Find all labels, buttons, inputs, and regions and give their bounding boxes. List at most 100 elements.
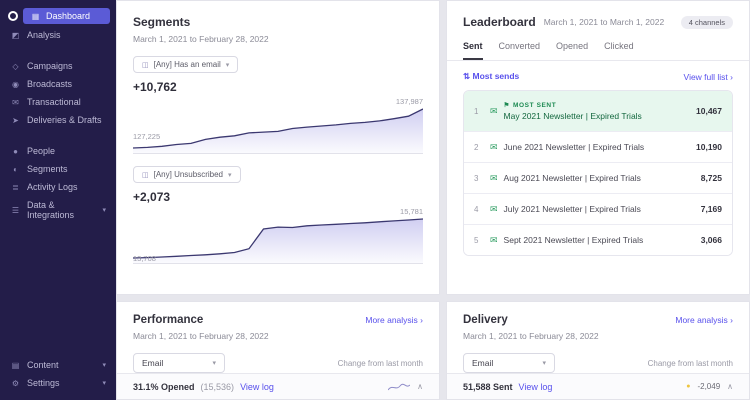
sidebar-item-label: Data & Integrations — [27, 200, 75, 220]
leaderboard-row[interactable]: 5 ✉ Sept 2021 Newsletter | Expired Trial… — [464, 224, 732, 255]
chart-end-value-label: 15,781 — [400, 207, 423, 216]
delivery-date-range: March 1, 2021 to February 28, 2022 — [463, 331, 599, 341]
performance-title: Performance — [133, 314, 204, 326]
sent-count: 8,725 — [700, 173, 722, 183]
change-from-last-month-label: Change from last month — [337, 358, 423, 368]
segment-icon: ◫ — [142, 61, 149, 69]
leaderboard-row[interactable]: 2 ✉ June 2021 Newsletter | Expired Trial… — [464, 131, 732, 162]
person-icon: ● — [13, 146, 18, 156]
sidebar-item-deliveries-drafts[interactable]: ➤ Deliveries & Drafts — [0, 111, 116, 129]
sidebar-spacer — [0, 224, 116, 356]
content-icon: ▤ — [11, 360, 20, 370]
broadcasts-icon: ◉ — [12, 79, 19, 89]
dashboard-icon: ▦ — [31, 11, 40, 21]
sidebar-item-label: Analysis — [27, 30, 61, 40]
segments-panel: Segments March 1, 2021 to February 28, 2… — [116, 0, 440, 295]
more-analysis-link[interactable]: More analysis › — [675, 315, 733, 325]
rank-number: 3 — [474, 173, 479, 183]
sidebar-item-broadcasts[interactable]: ◉ Broadcasts — [0, 75, 116, 93]
sidebar-item-label: Activity Logs — [27, 182, 78, 192]
chevron-down-icon: ▾ — [228, 171, 232, 179]
chart-start-value-label: 13,708 — [133, 254, 156, 263]
performance-date-range: March 1, 2021 to February 28, 2022 — [133, 331, 269, 341]
sidebar-divider — [0, 129, 116, 142]
performance-panel: Performance More analysis › March 1, 202… — [116, 301, 440, 400]
segment-delta-value: +2,073 — [133, 190, 171, 204]
rank-number: 2 — [474, 142, 479, 152]
leaderboard-date-range: March 1, 2021 to March 1, 2022 — [543, 17, 665, 27]
chevron-down-icon: ▾ — [212, 360, 216, 367]
transactional-icon: ✉ — [12, 97, 19, 107]
trophy-icon: ⚑ — [503, 102, 510, 109]
gear-icon: ⚙ — [11, 378, 20, 388]
customerio-logo[interactable] — [8, 11, 18, 21]
sidebar-item-people[interactable]: ● People — [0, 142, 116, 160]
segment-filter-has-email[interactable]: ◫ [Any] Has an email ▾ — [133, 56, 239, 73]
leaderboard-row[interactable]: 1 ✉ ⚑ MOST SENT May 2021 Newsletter | Ex… — [464, 91, 732, 131]
warning-dot-icon: ● — [686, 383, 691, 390]
campaigns-icon: ◇ — [12, 61, 19, 71]
leaderboard-row[interactable]: 4 ✉ July 2021 Newsletter | Expired Trial… — [464, 193, 732, 224]
view-full-list-link[interactable]: View full list › — [683, 71, 733, 82]
segment-filter-unsubscribed[interactable]: ◫ [Any] Unsubscribed ▾ — [133, 166, 241, 183]
main-content: Segments March 1, 2021 to February 28, 2… — [116, 0, 750, 400]
sidebar-item-segments[interactable]: ◐ Segments — [0, 160, 116, 178]
sidebar-item-settings[interactable]: ⚙ Settings ▾ — [0, 374, 116, 392]
newsletter-title: Sept 2021 Newsletter | Expired Trials — [503, 235, 644, 245]
collapse-chevron-icon[interactable]: ∧ — [417, 382, 423, 391]
sidebar-item-data-integrations[interactable]: ☰ Data & Integrations ▾ — [0, 196, 116, 224]
most-sent-badge: ⚑ MOST SENT — [503, 101, 642, 110]
chart-end-value-label: 137,987 — [395, 97, 423, 106]
sidebar-item-label: Broadcasts — [27, 79, 73, 89]
leaderboard-title: Leaderboard — [463, 15, 536, 29]
channel-select[interactable]: Email ▾ — [463, 353, 555, 373]
sidebar-item-dashboard[interactable]: ▦ Dashboard — [23, 8, 110, 24]
newsletter-title: Aug 2021 Newsletter | Expired Trials — [503, 173, 641, 183]
sidebar-item-transactional[interactable]: ✉ Transactional — [0, 93, 116, 111]
opened-metric-row[interactable]: 31.1% Opened (15,536) View log ∧ — [117, 373, 439, 399]
view-log-link[interactable]: View log — [240, 381, 274, 392]
sent-count: 10,467 — [696, 106, 722, 116]
most-sends-filter[interactable]: ⇅ Most sends — [463, 71, 519, 82]
most-sends-label: Most sends — [472, 71, 520, 81]
most-sent-badge-label: MOST SENT — [512, 101, 557, 109]
delivery-title: Delivery — [463, 314, 508, 326]
sidebar-item-label: Deliveries & Drafts — [27, 115, 102, 125]
sidebar-item-label: People — [27, 146, 56, 156]
tab-opened[interactable]: Opened — [556, 41, 589, 51]
rank-number: 5 — [474, 235, 479, 245]
newsletter-icon: ✉ — [490, 172, 498, 183]
activity-logs-icon: ≣ — [12, 182, 19, 192]
sent-metric-value: 51,588 Sent — [463, 381, 513, 392]
leaderboard-row[interactable]: 3 ✉ Aug 2021 Newsletter | Expired Trials… — [464, 162, 732, 193]
tab-clicked[interactable]: Clicked — [604, 41, 634, 51]
sidebar-item-content[interactable]: ▤ Content ▾ — [0, 356, 116, 374]
segment-filter-label: [Any] Unsubscribed — [153, 170, 223, 179]
sent-count: 3,066 — [700, 235, 722, 245]
newsletter-icon: ✉ — [490, 105, 498, 116]
chevron-down-icon: ▾ — [225, 61, 230, 69]
mini-sparkline-icon — [388, 383, 411, 390]
collapse-chevron-icon[interactable]: ∧ — [727, 382, 733, 391]
tab-converted[interactable]: Converted — [498, 41, 541, 51]
sidebar-item-label: Content — [27, 360, 59, 370]
more-analysis-link[interactable]: More analysis › — [365, 315, 423, 325]
sidebar-item-campaigns[interactable]: ◇ Campaigns — [0, 57, 116, 75]
segments-date-range: March 1, 2021 to February 28, 2022 — [133, 34, 269, 44]
sidebar-item-label: Dashboard — [46, 11, 91, 21]
sidebar-item-label: Segments — [27, 164, 68, 174]
delivery-panel: Delivery More analysis › March 1, 2021 t… — [446, 301, 750, 400]
analysis-icon: ◩ — [11, 30, 20, 40]
leaderboard-list: 1 ✉ ⚑ MOST SENT May 2021 Newsletter | Ex… — [463, 90, 733, 256]
sidebar-item-activity-logs[interactable]: ≣ Activity Logs — [0, 178, 116, 196]
sidebar-item-analysis[interactable]: ◩ Analysis — [0, 26, 116, 44]
channel-select-value: Email — [472, 358, 494, 368]
channels-badge[interactable]: 4 channels — [680, 15, 733, 29]
sent-metric-row[interactable]: 51,588 Sent View log ● -2,049 ∧ — [447, 373, 749, 399]
view-log-link[interactable]: View log — [518, 381, 553, 392]
segment-filter-label: [Any] Has an email — [153, 60, 221, 69]
channel-select[interactable]: Email ▾ — [133, 353, 225, 373]
newsletter-icon: ✉ — [490, 141, 498, 152]
tab-sent[interactable]: Sent — [463, 41, 483, 60]
